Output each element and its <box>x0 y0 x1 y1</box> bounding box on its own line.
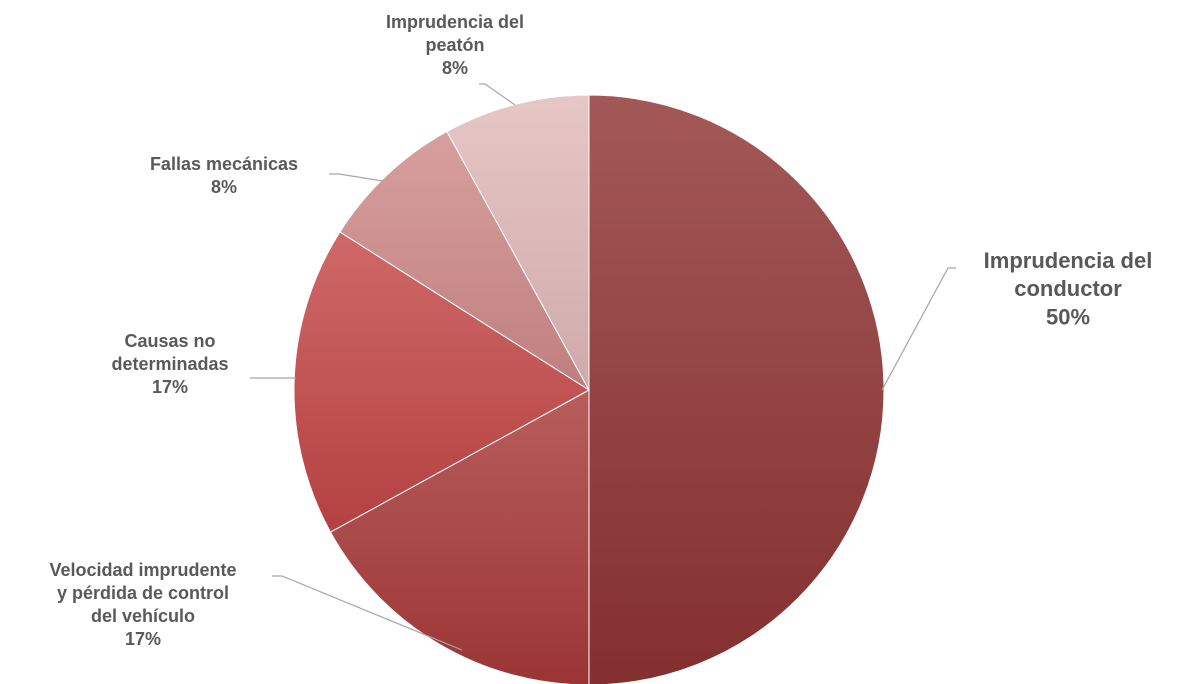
data-label-value: 50% <box>1046 304 1090 329</box>
data-label-category-line: conductor <box>1014 276 1122 301</box>
data-label-causas-no-determinadas: Causas no determinadas 17% <box>111 331 228 397</box>
pie-slice-velocidad-imprudente-y-perdida-de-control-del-vehiculo <box>329 389 590 684</box>
data-label-category-line: Causas no <box>124 331 215 351</box>
data-label-value: 17% <box>125 629 161 649</box>
data-label-category-line: y pérdida de control <box>57 583 229 603</box>
pie-slice-fallas-mecanicas <box>339 130 590 391</box>
data-label-category-line: Velocidad imprudente <box>49 560 236 580</box>
leader-line-fallas-mecanicas <box>329 173 384 182</box>
data-label-category-line: Imprudencia del <box>984 248 1153 273</box>
data-label-value: 17% <box>152 377 188 397</box>
data-label-fallas-mecanicas: Fallas mecánicas 8% <box>150 154 298 197</box>
pie-slice-imprudencia-del-conductor <box>588 94 885 684</box>
data-label-imprudencia-del-peaton: Imprudencia del peatón 8% <box>386 12 524 78</box>
pie-slice-causas-no-determinadas <box>293 231 590 533</box>
data-label-category-line: Fallas mecánicas <box>150 154 298 174</box>
pie-slice-imprudencia-del-peaton <box>446 94 590 391</box>
slices-layer <box>293 94 885 684</box>
data-label-velocidad-imprudente-y-perdida-de-control-del-vehiculo: Velocidad imprudente y pérdida de control… <box>49 560 236 649</box>
data-label-category-line: peatón <box>425 35 484 55</box>
leader-line-imprudencia-del-conductor <box>881 267 956 391</box>
data-label-value: 8% <box>442 58 468 78</box>
data-label-category-line: del vehículo <box>91 606 195 626</box>
leader-lines-layer <box>250 83 956 651</box>
data-label-category-line: Imprudencia del <box>386 12 524 32</box>
leader-line-velocidad-imprudente-y-perdida-de-control-del-vehiculo <box>272 575 463 651</box>
leader-line-imprudencia-del-peaton <box>479 83 516 106</box>
data-label-category-line: determinadas <box>111 354 228 374</box>
data-labels-layer: Imprudencia del conductor 50% Velocidad imp… <box>49 12 1152 649</box>
data-label-value: 8% <box>211 177 237 197</box>
data-label-imprudencia-del-conductor: Imprudencia del conductor 50% <box>984 248 1153 329</box>
